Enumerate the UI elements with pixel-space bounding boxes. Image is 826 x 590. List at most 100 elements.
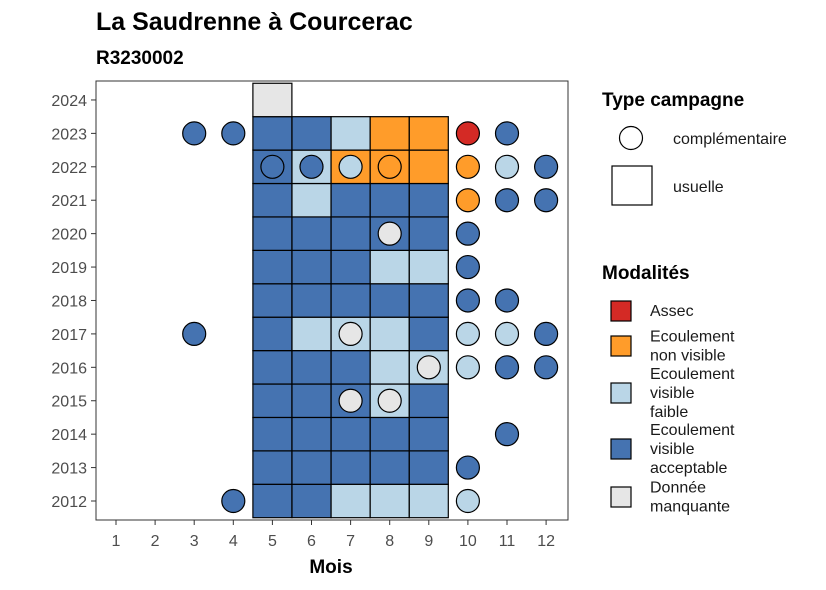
tile-2013-9 (408, 450, 449, 485)
tile-2012-5 (252, 483, 293, 519)
tile-2014-5 (252, 416, 293, 452)
tile-2020-5 (252, 216, 293, 251)
legend-label-acceptable: Ecoulement visible acceptable (650, 422, 735, 477)
tile-2014-6 (291, 416, 332, 452)
x-tick-label: 10 (459, 533, 477, 550)
x-tick-label: 4 (229, 533, 238, 550)
point-2013-10 (455, 455, 480, 480)
point-2012-10 (455, 488, 480, 514)
point-2015-8 (377, 388, 402, 413)
tile-2012-9 (408, 483, 449, 519)
x-tick-label: 11 (499, 533, 516, 550)
point-2016-12 (533, 355, 559, 380)
x-tick-label: 3 (190, 533, 199, 550)
tile-2023-9 (408, 116, 449, 151)
x-tick-label: 12 (537, 533, 555, 550)
tile-2018-6 (291, 283, 332, 318)
legend-campagne-label: complémentaire (673, 131, 787, 148)
y-tick-label: 2017 (51, 327, 87, 344)
x-tick-label: 5 (268, 533, 277, 550)
legend-key-manquante (610, 486, 632, 508)
y-tick-label: 2016 (51, 360, 87, 377)
tile-2020-7 (330, 216, 371, 251)
y-tick-label: 2022 (51, 160, 87, 177)
point-2014-11 (494, 422, 520, 447)
legend-circle-key (618, 125, 644, 151)
tile-2016-8 (369, 350, 410, 385)
point-2021-10 (455, 188, 480, 213)
y-tick-label: 2013 (51, 461, 87, 478)
campaign-points (182, 121, 559, 514)
point-2017-7 (338, 321, 363, 346)
tile-2012-7 (330, 483, 371, 519)
tile-2018-9 (408, 283, 449, 318)
tile-2019-6 (291, 249, 332, 285)
legend-label-faible: Ecoulement visible faible (650, 366, 735, 421)
legend-campagne: complémentaire usuelle (611, 125, 787, 206)
tile-2021-7 (330, 182, 371, 218)
legend-square-key (611, 165, 653, 206)
point-2016-11 (494, 355, 520, 380)
tile-2023-7 (330, 116, 371, 151)
x-axis: 1 2 3 4 5 6 7 8 9 10 11 12 (112, 520, 555, 550)
chart-subtitle: R3230002 (96, 48, 184, 69)
legend-key-acceptable (610, 438, 632, 460)
tile-2015-9 (408, 383, 449, 419)
legend-campagne-label: usuelle (673, 179, 724, 196)
point-2023-4 (221, 121, 246, 146)
point-2023-3 (182, 121, 207, 146)
tile-2012-8 (369, 483, 410, 519)
x-tick-label: 7 (346, 533, 355, 550)
y-tick-label: 2021 (51, 193, 87, 210)
y-tick-label: 2014 (51, 427, 87, 444)
point-2017-10 (455, 321, 480, 346)
legend-modalites-title: Modalités (602, 263, 690, 284)
tile-2019-5 (252, 249, 293, 285)
legend-label-assec: Assec (650, 303, 694, 320)
point-2022-12 (533, 154, 559, 179)
tile-2016-7 (330, 350, 371, 385)
tile-2018-8 (369, 283, 410, 318)
tile-2023-5 (252, 116, 293, 151)
tile-2018-5 (252, 283, 293, 318)
point-2022-11 (494, 154, 520, 179)
tile-2019-9 (408, 249, 449, 285)
legend-label-manquante: Donnée manquante (650, 480, 730, 516)
tile-2013-5 (252, 450, 293, 485)
x-tick-label: 2 (151, 533, 160, 550)
tile-2021-5 (252, 182, 293, 218)
heatmap-cells (252, 82, 449, 519)
tile-2017-6 (291, 316, 332, 352)
y-tick-label: 2012 (51, 494, 87, 511)
point-2017-12 (533, 321, 559, 346)
point-2020-8 (377, 221, 402, 246)
point-2020-10 (455, 221, 480, 246)
x-axis-title: Mois (309, 557, 352, 578)
tile-2016-5 (252, 350, 293, 385)
tile-2021-9 (408, 182, 449, 218)
tile-2020-9 (408, 216, 449, 251)
tile-2014-9 (408, 416, 449, 452)
tile-2016-6 (291, 350, 332, 385)
y-tick-label: 2024 (51, 93, 87, 110)
x-tick-label: 1 (112, 533, 121, 550)
tile-2015-6 (291, 383, 332, 419)
point-2021-11 (494, 188, 520, 213)
point-2017-3 (182, 321, 207, 346)
point-2018-10 (455, 288, 480, 313)
point-2022-10 (455, 154, 480, 179)
tile-2013-7 (330, 450, 371, 485)
point-2022-7 (338, 154, 363, 179)
tile-2021-6 (291, 182, 332, 218)
y-axis: 2012 2013 2014 2015 2016 2017 2018 2019 2020 2021… (51, 93, 96, 511)
point-2016-9 (416, 355, 441, 380)
tile-2023-8 (369, 116, 410, 151)
tile-2015-5 (252, 383, 293, 419)
tile-2014-7 (330, 416, 371, 452)
point-2018-11 (494, 288, 520, 313)
tile-2020-6 (291, 216, 332, 251)
point-2023-11 (494, 121, 520, 146)
point-2012-4 (221, 488, 246, 514)
